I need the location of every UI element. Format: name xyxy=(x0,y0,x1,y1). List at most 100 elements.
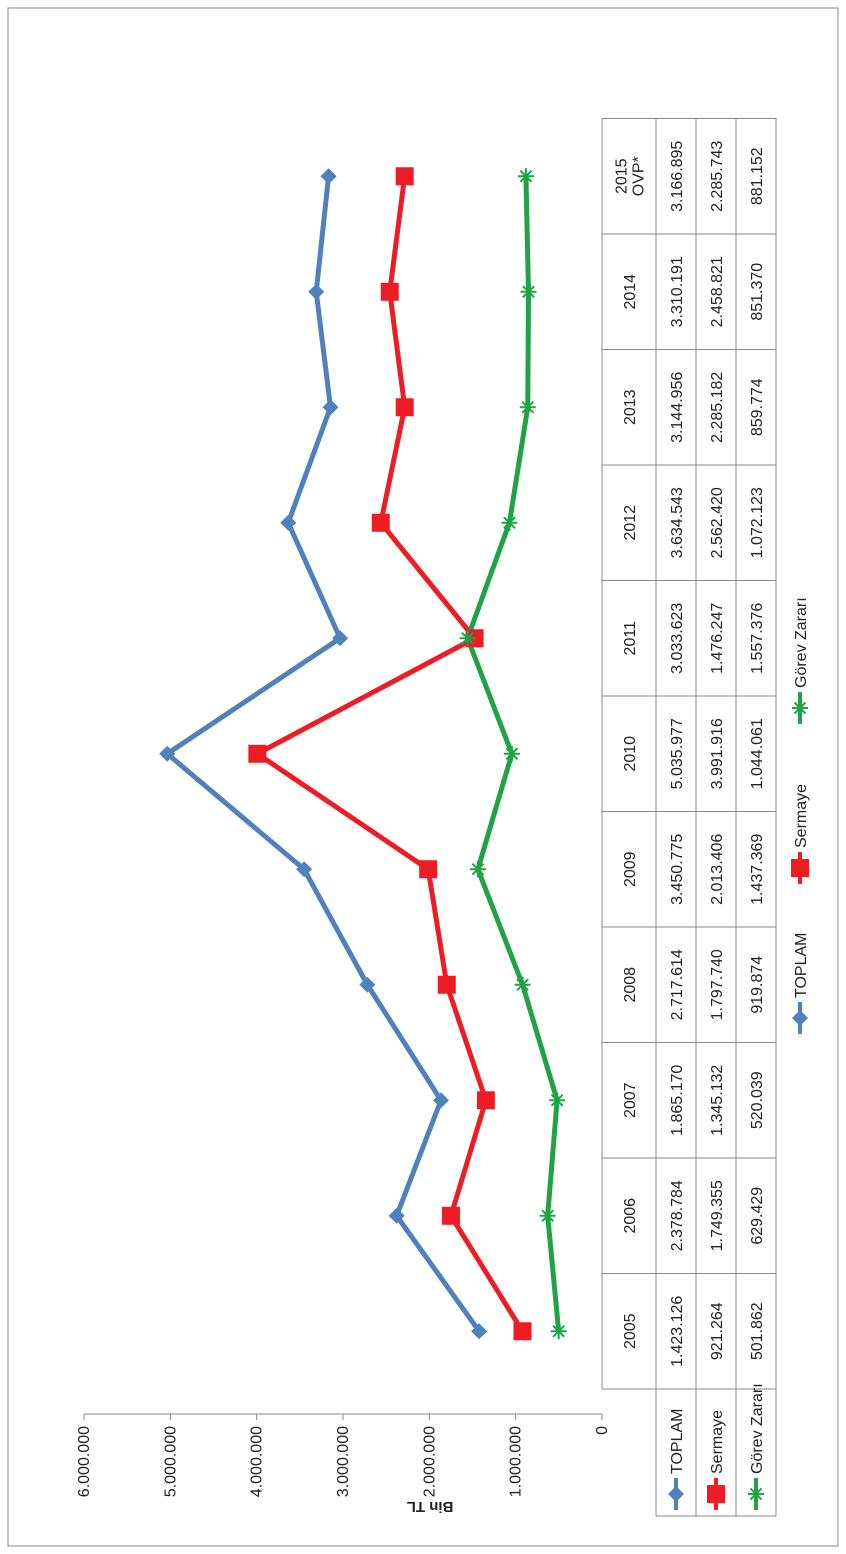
data-point xyxy=(437,975,456,994)
table-header-cell: 2012 xyxy=(622,505,639,541)
data-point xyxy=(380,282,399,301)
table-cell: 859.774 xyxy=(749,378,766,436)
data-point xyxy=(517,168,534,185)
table-row-legend-key xyxy=(668,1478,684,1510)
data-point xyxy=(419,860,438,879)
data-point xyxy=(513,1322,532,1341)
data-point xyxy=(296,861,313,878)
y-tick-label: 4.000.000 xyxy=(249,1426,266,1497)
table-row-header: TOPLAM xyxy=(669,1409,686,1475)
table-header-cell: 2014 xyxy=(622,274,639,310)
data-point xyxy=(459,630,476,647)
data-point xyxy=(469,861,486,878)
data-point xyxy=(395,398,414,417)
table-cell: 919.874 xyxy=(749,956,766,1014)
table-cell: 3.144.956 xyxy=(669,372,686,443)
table-cell: 2.378.784 xyxy=(669,1180,686,1251)
legend-item: Görev Zararı xyxy=(792,597,810,724)
table-cell: 3.991.916 xyxy=(709,718,726,789)
y-tick-label: 6.000.000 xyxy=(76,1426,93,1497)
legend: TOPLAM Sermaye Görev Zararı xyxy=(791,597,810,1034)
table-cell: 5.035.977 xyxy=(669,718,686,789)
y-axis-ticks: 0 1.000.000 2.000.000 3.000.000 4.000.000 5.0… xyxy=(76,1414,611,1497)
data-point xyxy=(514,976,531,993)
table-header-cell: 2007 xyxy=(622,1082,639,1118)
table-header-cell: 2008 xyxy=(622,967,639,1003)
data-point xyxy=(550,1323,567,1340)
legend-item: TOPLAM xyxy=(792,933,810,1034)
table-cell: 3.033.623 xyxy=(669,603,686,674)
table-cell: 1.476.247 xyxy=(709,603,726,674)
table-header-cell: 2015 xyxy=(614,158,631,194)
table-header-cell: 2010 xyxy=(622,736,639,772)
legend-label: Sermaye xyxy=(793,784,810,848)
data-point xyxy=(501,514,518,531)
table-cell: 921.264 xyxy=(709,1302,726,1360)
table-header-cell: 2013 xyxy=(622,389,639,425)
legend-item: Sermaye xyxy=(791,784,810,884)
table-row-legend-key xyxy=(748,1478,764,1510)
data-point xyxy=(371,513,390,532)
data-point xyxy=(280,514,297,531)
data-point xyxy=(471,1323,488,1340)
table-cell: 3.450.775 xyxy=(669,834,686,905)
table-header-cell: OVP* xyxy=(631,156,648,196)
table-cell: 1.557.376 xyxy=(749,603,766,674)
table-cell: 2.562.420 xyxy=(709,487,726,558)
table-cell: 629.429 xyxy=(749,1187,766,1245)
y-tick-label: 3.000.000 xyxy=(335,1426,352,1497)
table-cell: 3.310.191 xyxy=(669,256,686,327)
table-cell: 2.458.821 xyxy=(709,256,726,327)
table-cell: 501.862 xyxy=(749,1302,766,1360)
table-cell: 881.152 xyxy=(749,147,766,205)
data-point xyxy=(359,976,376,993)
data-point xyxy=(308,283,325,300)
data-point xyxy=(476,1091,495,1110)
data-point xyxy=(539,1207,556,1224)
table-cell: 2.013.406 xyxy=(709,834,726,905)
table-row-legend-key xyxy=(707,1478,725,1510)
data-point xyxy=(519,399,536,416)
y-axis-label: Bin TL xyxy=(407,1498,454,1515)
table-cell: 2.285.182 xyxy=(709,372,726,443)
data-point xyxy=(248,744,267,763)
data-point xyxy=(441,1206,460,1225)
data-point xyxy=(432,1092,449,1109)
chart-border xyxy=(7,7,839,1547)
series-markers xyxy=(159,167,567,1341)
data-point xyxy=(320,168,337,185)
y-tick-label: 1.000.000 xyxy=(508,1426,525,1497)
legend-label: TOPLAM xyxy=(793,933,810,999)
table-cell: 1.749.355 xyxy=(709,1180,726,1251)
table-cell: 1.044.061 xyxy=(749,718,766,789)
y-tick-label: 0 xyxy=(594,1426,611,1435)
data-point xyxy=(388,1207,405,1224)
table-header-cell: 2009 xyxy=(622,851,639,887)
legend-label: Görev Zararı xyxy=(793,597,810,688)
data-point xyxy=(332,630,349,647)
y-tick-label: 2.000.000 xyxy=(421,1426,438,1497)
table-cell: 1.423.126 xyxy=(669,1296,686,1367)
table-cell: 1.437.369 xyxy=(749,834,766,905)
table-cell: 3.166.895 xyxy=(669,141,686,212)
table-header-cell: 2005 xyxy=(622,1313,639,1349)
table-header-cell: 2011 xyxy=(622,621,639,656)
table-cell: 520.039 xyxy=(749,1071,766,1129)
table-cell: 851.370 xyxy=(749,263,766,321)
table-cell: 1.345.132 xyxy=(709,1065,726,1136)
y-tick-label: 5.000.000 xyxy=(162,1426,179,1497)
table-cell: 1.072.123 xyxy=(749,487,766,558)
table-row-header: Görev Zararı xyxy=(749,1383,766,1474)
table-cell: 1.865.170 xyxy=(669,1065,686,1136)
table-cell: 2.285.743 xyxy=(709,141,726,212)
data-point xyxy=(503,745,520,762)
data-table: 2005 2006 2007 2008 2009 2010 2011 2012 2013 2014… xyxy=(601,118,777,1517)
table-cell: 3.634.543 xyxy=(669,487,686,558)
table-header-cell: 2006 xyxy=(622,1198,639,1234)
data-point xyxy=(159,745,176,762)
data-point xyxy=(322,399,339,416)
table-cell: 1.797.740 xyxy=(709,949,726,1020)
